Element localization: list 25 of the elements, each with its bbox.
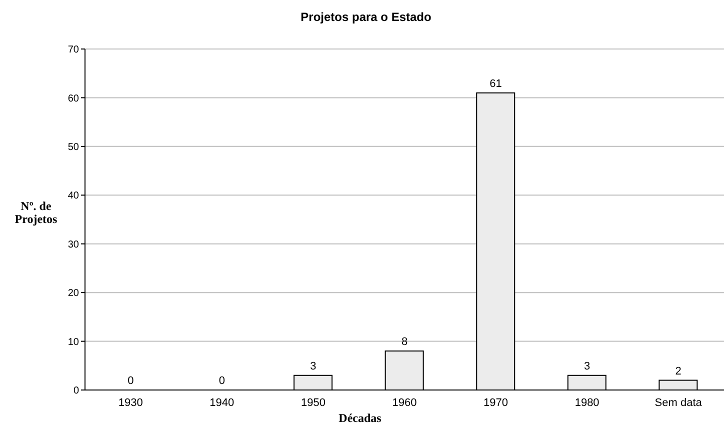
data-label: 2 — [675, 365, 682, 378]
x-tick-label: 1950 — [300, 396, 326, 409]
x-tick-label: 1980 — [574, 396, 600, 409]
x-tick-label: Sem data — [654, 396, 703, 409]
data-label: 0 — [128, 375, 134, 387]
x-tick-label: 1930 — [118, 396, 143, 409]
data-label: 8 — [401, 336, 408, 348]
y-tick-label: 20 — [68, 288, 80, 300]
y-tick-label: 50 — [68, 142, 80, 153]
data-label: 0 — [218, 375, 225, 387]
y-tick-label: 10 — [68, 336, 80, 348]
data-label: 3 — [310, 360, 316, 372]
y-axis-title: Nº. de Projetos — [14, 199, 58, 226]
x-axis-title: Décadas — [338, 411, 382, 426]
x-tick-label: 1940 — [210, 396, 234, 409]
y-tick-label: 30 — [68, 239, 80, 250]
y-tick-label: 60 — [68, 93, 80, 104]
x-tick-label: 1960 — [392, 396, 417, 409]
y-tick-label: 0 — [73, 386, 80, 397]
y-tick-label: 70 — [68, 44, 80, 56]
data-label: 3 — [584, 360, 590, 372]
chart-title: Projetos para o Estado — [300, 10, 432, 24]
x-tick-label: 1970 — [484, 396, 508, 409]
data-label: 61 — [490, 78, 502, 90]
y-tick-label: 40 — [68, 190, 80, 202]
